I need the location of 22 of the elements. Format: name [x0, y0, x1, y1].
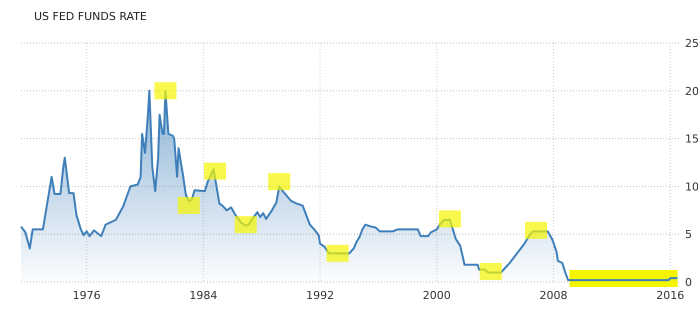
y-tick-label: 0: [685, 276, 692, 289]
point: [268, 173, 290, 190]
chart-title: US FED FUNDS RATE: [34, 10, 147, 23]
x-tick-label: 2008: [540, 289, 568, 302]
y-tick-label: 15: [685, 132, 698, 146]
y-tick-label: 20: [685, 84, 698, 98]
y-tick-label: 25: [685, 37, 698, 50]
x-tick-label: 1992: [306, 289, 334, 302]
point: [525, 222, 548, 239]
y-tick-label: 10: [685, 180, 698, 194]
y-tick-label: 5: [685, 228, 692, 242]
point: [234, 216, 257, 234]
point: [204, 162, 226, 180]
point: [178, 197, 200, 214]
x-tick-label: 1976: [72, 289, 101, 302]
x-tick-label: 1984: [189, 289, 218, 302]
point: [326, 244, 349, 262]
point: [480, 262, 502, 280]
x-tick-label: 2016: [656, 289, 684, 302]
point: [438, 210, 461, 228]
x-tick-label: 2000: [422, 289, 451, 302]
point: [154, 82, 176, 100]
